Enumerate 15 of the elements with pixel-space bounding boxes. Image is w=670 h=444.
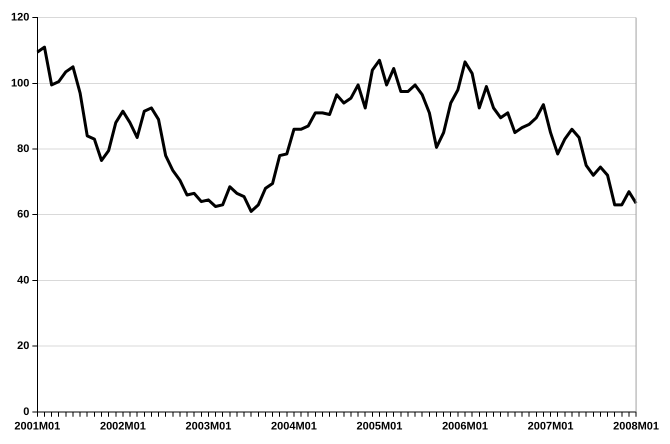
x-tick-label: 2005M01 bbox=[356, 420, 402, 432]
y-tick-label: 40 bbox=[17, 274, 30, 286]
y-tick-label: 20 bbox=[17, 340, 30, 352]
y-tick-label: 100 bbox=[10, 77, 30, 90]
x-tick-label: 2008M01 bbox=[613, 420, 660, 432]
x-tick-label: 2002M01 bbox=[100, 420, 146, 432]
x-tick-label: 2007M01 bbox=[528, 420, 574, 432]
x-tick-label: 2006M01 bbox=[442, 420, 488, 432]
x-tick-label: 2004M01 bbox=[271, 420, 317, 432]
y-tick-label: 80 bbox=[17, 143, 30, 156]
y-tick-label: 0 bbox=[23, 406, 30, 418]
x-tick-label: 2001M01 bbox=[14, 420, 60, 432]
y-tick-label: 60 bbox=[17, 208, 30, 221]
y-tick-label: 120 bbox=[10, 12, 30, 24]
x-tick-label: 2003M01 bbox=[185, 420, 232, 432]
